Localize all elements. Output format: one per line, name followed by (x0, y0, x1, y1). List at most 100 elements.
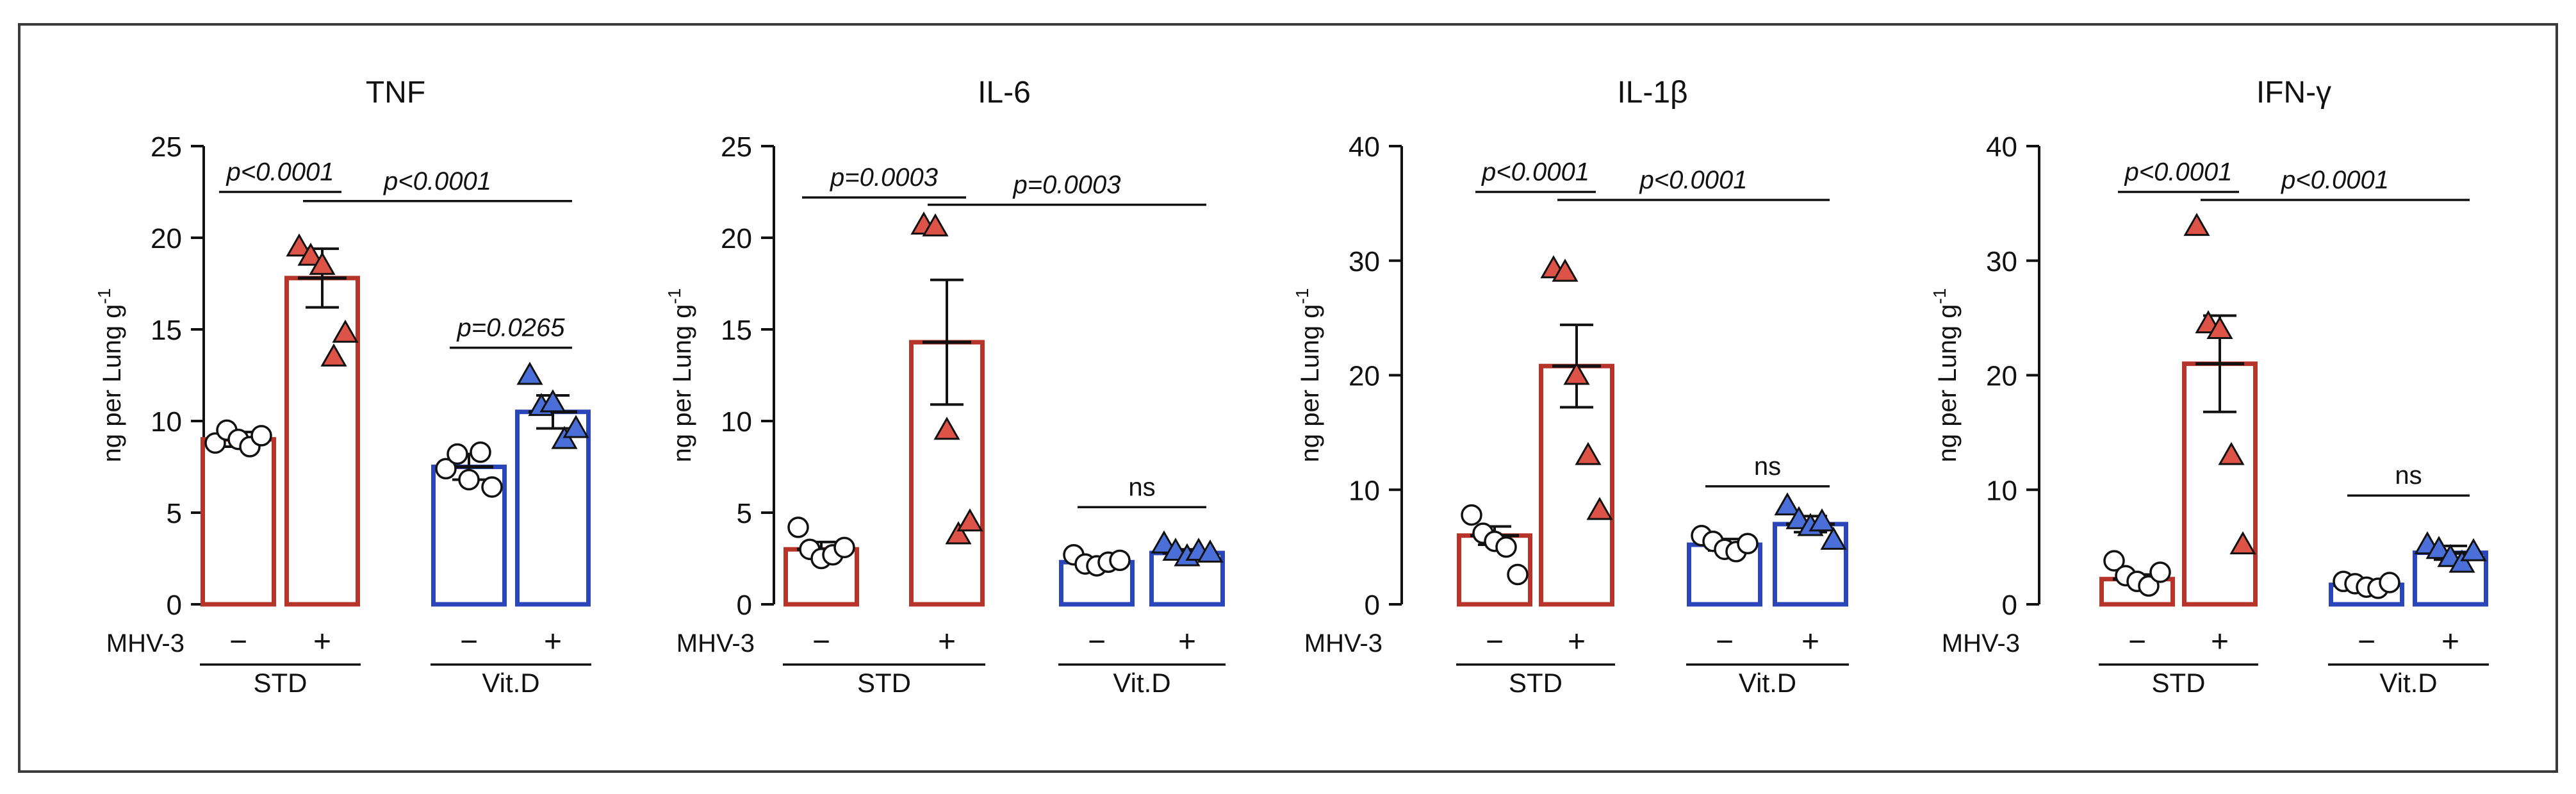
data-point-triangle (933, 417, 960, 440)
data-point-triangle (297, 242, 324, 266)
diet-label: STD (2152, 668, 2206, 698)
data-point-triangle (922, 213, 949, 236)
data-point-triangle (1586, 497, 1613, 520)
y-tick-label: 30 (1986, 246, 2017, 277)
y-tick-label: 5 (167, 498, 182, 529)
y-tick-label: 20 (1986, 361, 2017, 392)
data-point-circle (2379, 572, 2400, 593)
data-point-triangle (320, 343, 347, 367)
diet-label: STD (1509, 668, 1563, 698)
y-axis-label: ng per Lung g-1 (1292, 288, 1324, 463)
significance-label: p<0.0001 (383, 167, 491, 195)
infection-sign: + (1568, 625, 1586, 659)
chart-title: IFN-γ (2256, 76, 2331, 110)
y-tick-label: 10 (1986, 475, 2017, 506)
data-point-triangle (516, 361, 543, 385)
data-point-triangle (2183, 213, 2210, 236)
figure-frame (18, 23, 2558, 773)
infection-sign: − (812, 625, 830, 659)
mhv-label: MHV-3 (1942, 629, 2020, 658)
data-point-triangle (1575, 442, 1602, 465)
data-point-circle (833, 536, 855, 559)
diet-label: Vit.D (1739, 668, 1796, 698)
data-point-circle (435, 458, 457, 480)
data-point-triangle (539, 389, 566, 413)
mhv-label: MHV-3 (106, 629, 185, 658)
data-point-triangle (945, 521, 972, 545)
data-point-circle (1109, 549, 1131, 572)
data-point-circle (2103, 550, 2125, 572)
data-point-circle (1507, 563, 1529, 586)
diet-label: STD (254, 668, 308, 698)
y-axis-label-superscript: -1 (664, 288, 684, 304)
infection-sign: − (2358, 625, 2375, 659)
y-tick-label: 0 (2002, 590, 2017, 621)
y-axis-label: ng per Lung g-1 (94, 288, 126, 463)
y-tick-label: 15 (721, 315, 752, 346)
y-tick-label: 20 (151, 223, 182, 254)
y-axis-label: ng per Lung g-1 (1930, 288, 1962, 463)
y-tick-label: 10 (151, 406, 182, 438)
y-tick-label: 25 (151, 131, 182, 163)
infection-sign: − (1088, 625, 1106, 659)
data-point-triangle (2460, 538, 2487, 561)
data-point-circle (1737, 533, 1759, 555)
chart-panel-2: IL-6 0 5 10 15 20 25 ng per Lung g-1 p=0.0003 p=0… (664, 76, 1226, 698)
bar (201, 437, 276, 607)
mhv-label: MHV-3 (677, 629, 755, 658)
infection-sign: + (313, 625, 331, 659)
data-point-circle (481, 476, 503, 498)
y-tick-label: 15 (151, 315, 182, 346)
significance-label: p=0.0003 (1013, 171, 1121, 199)
y-tick-label: 0 (737, 590, 752, 621)
data-point-triangle (1809, 508, 1835, 532)
y-tick-label: 20 (721, 223, 752, 254)
y-tick-label: 40 (1349, 131, 1380, 163)
infection-sign: + (544, 625, 562, 659)
significance-label: p=0.0003 (830, 163, 938, 192)
diet-label: STD (857, 668, 911, 698)
data-point-triangle (1151, 530, 1177, 554)
infection-sign: − (1716, 625, 1734, 659)
y-tick-label: 0 (1365, 590, 1380, 621)
y-tick-label: 0 (167, 590, 182, 621)
y-axis-label-superscript: -1 (1930, 288, 1949, 304)
diet-label: Vit.D (482, 668, 539, 698)
chart-title: IL-1β (1617, 76, 1687, 110)
data-point-triangle (2218, 442, 2245, 465)
data-point-circle (1461, 504, 1482, 526)
infection-sign: + (2441, 625, 2459, 659)
data-point-triangle (286, 233, 313, 257)
chart-title: IL-6 (978, 76, 1031, 110)
y-tick-label: 25 (721, 131, 752, 163)
significance-label: ns (2395, 461, 2422, 490)
y-axis-label-superscript: -1 (1292, 288, 1312, 304)
data-point-triangle (1563, 361, 1590, 385)
data-point-triangle (562, 415, 589, 438)
infection-sign: + (938, 625, 956, 659)
y-tick-label: 10 (1349, 475, 1380, 506)
data-point-triangle (2425, 536, 2452, 559)
significance-label: p=0.0265 (457, 314, 566, 342)
diet-label: Vit.D (1113, 668, 1170, 698)
data-point-circle (250, 425, 272, 447)
data-point-circle (2149, 561, 2171, 583)
infection-sign: − (2128, 625, 2146, 659)
bar (515, 409, 591, 607)
chart-panel-3: IL-1β 0 10 20 30 40 ng per Lung g-1 p<0.0001 p<0… (1292, 76, 1849, 698)
data-point-circle (458, 468, 480, 491)
chart-panel-4: IFN-γ 0 10 20 30 40 ng per Lung g-1 p<0.0001 p<0… (1930, 76, 2489, 698)
infection-sign: − (229, 625, 247, 659)
significance-label: ns (1128, 473, 1155, 501)
data-point-circle (2138, 575, 2160, 597)
infection-sign: + (1801, 625, 1819, 659)
data-point-circle (447, 443, 468, 465)
infection-sign: − (1486, 625, 1504, 659)
data-point-circle (787, 517, 809, 538)
infection-sign: + (2211, 625, 2229, 659)
diet-label: Vit.D (2379, 668, 2437, 698)
data-point-circle (1495, 536, 1517, 558)
y-tick-label: 30 (1349, 246, 1380, 277)
data-point-triangle (956, 508, 983, 532)
